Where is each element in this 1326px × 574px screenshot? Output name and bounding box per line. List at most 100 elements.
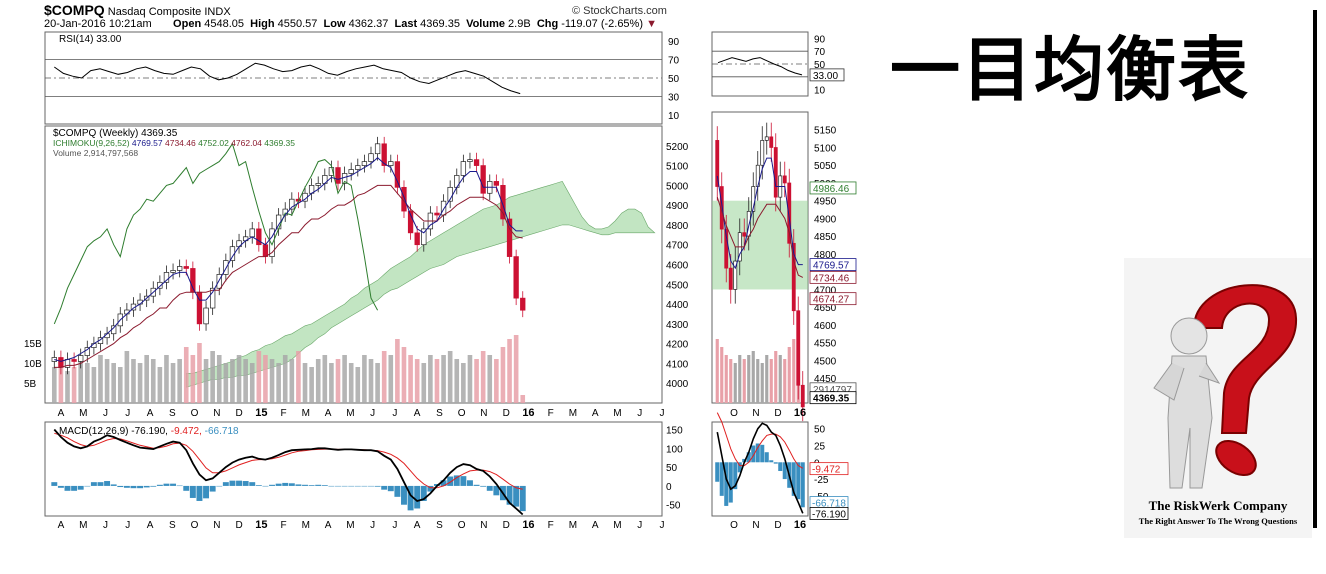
inset-macd-value-box [809,462,849,476]
candle-body [335,167,341,184]
volume-bar [381,351,387,403]
inset-price-tick: 5150 [814,126,837,137]
price-x-label: J [660,408,665,419]
inset-rsi-tick: 10 [814,86,826,97]
inset-rsi-tick: 90 [814,34,826,45]
volume-bar [104,359,110,403]
volume-bar [78,359,83,403]
price-x-label: F [281,408,287,419]
rsi-tick-label: 10 [668,111,680,122]
inset-candle-body [791,242,796,312]
macd-histogram-bar [216,485,223,487]
macd-histogram-bar [381,485,388,490]
volume-bar [355,367,361,403]
question-mark-figure-icon [1153,284,1298,489]
price-x-label: F [548,408,554,419]
macd-x-label: M [346,520,354,531]
candle-body [506,218,513,257]
macd-histogram-bar [130,485,137,489]
inset-price-tick: 4600 [814,321,837,332]
inset-volume-bar [769,359,773,403]
ichimoku-legend-value: 4769.57 [132,138,165,148]
candle-body [78,355,84,362]
price-x-label: J [103,408,108,419]
price-tick-label: 5100 [666,162,689,173]
volume-bar [111,363,116,403]
volume-bar [243,359,248,403]
macd-tick-label: 50 [666,463,678,474]
inset-volume-bar [733,363,737,403]
inset-price-value: 4986.46 [813,184,850,195]
ichimoku-legend-value: 4369.35 [264,138,295,148]
volume-bar [309,367,314,403]
inset-price-value: 4734.46 [813,273,850,284]
macd-legend-part: MACD(12,26,9) [59,426,131,437]
macd-histogram-bar [275,483,282,486]
inset-price-tick: 4450 [814,374,837,385]
inset-volume-bar [720,347,724,403]
candle-body [71,359,77,362]
ichimoku-legend: ICHIMOKU(9,26,52) 4769.57 4734.46 4752.0… [53,138,295,148]
candle-body [249,228,255,238]
volume-label: Volume [466,18,505,30]
macd-histogram-bar [361,485,368,487]
volume-bar [480,351,486,403]
macd-histogram-bar [183,485,190,491]
candle-body [407,210,414,234]
volume-bar [289,359,295,403]
candle-body [374,143,381,155]
inset-volume-bar [756,359,760,403]
ichimoku-legend-value: 4734.46 [165,138,198,148]
ichimoku-title: 一目均衡表 [890,29,1250,111]
inset-price-tick: 5100 [814,143,837,154]
macd-histogram-bar [447,476,454,486]
price-x-label: N [480,408,487,419]
macd-x-label: J [370,520,375,531]
inset-candle-body [764,136,769,141]
inset-macd-histogram-bar [778,462,783,472]
volume-bar [395,339,400,403]
last-label: Last [394,18,418,30]
inset-macd-value: -66.718 [812,499,846,510]
macd-histogram-bar [123,485,130,488]
inset-macd-tick: 50 [814,425,826,436]
candle-body [84,347,90,356]
candle-body [520,297,526,311]
inset-price-x-label: O [730,408,738,419]
macd-histogram-bar [249,482,256,486]
macd-histogram-bar [321,485,328,486]
inset-price-value: 4369.35 [813,394,850,405]
macd-histogram-bar [255,485,262,486]
macd-histogram-bar [335,485,341,487]
candle-body [348,169,354,174]
volume-bar [408,355,413,403]
inset-price-tick: 4900 [814,214,837,225]
source-label: © StockCharts.com [572,5,667,17]
volume-bar [131,359,136,403]
macd-histogram-bar [143,485,150,488]
macd-legend-part: -76.190, [131,426,170,437]
inset-volume-bar [738,355,742,403]
volume-tick-label: 5B [24,379,37,390]
price-tick-label: 4700 [666,241,689,252]
volume-bar [296,351,301,403]
macd-histogram-bar [315,484,322,486]
inset-macd-histogram-bar [737,462,742,473]
ticker-symbol: $COMPQ [44,2,105,18]
price-legend: $COMPQ (Weekly) 4369.35 [53,128,178,139]
price-x-label: M [302,408,310,419]
inset-candle-body [769,136,774,148]
macd-x-label: O [191,520,199,531]
rsi-line [54,62,521,95]
volume-bar [84,363,90,403]
macd-histogram-bar [302,484,308,486]
quote-line: 20-Jan-2016 10:21am Open 4548.05 High 45… [44,18,657,30]
macd-histogram-bar [229,480,236,486]
macd-histogram-bar [269,484,275,486]
macd-x-label: F [548,520,554,531]
inset-volume-bar [760,363,764,403]
low-label: Low [323,18,346,30]
volume-bar [441,355,446,403]
inset-rsi-tick: 70 [814,47,826,58]
inset-macd-histogram-bar [746,452,751,463]
